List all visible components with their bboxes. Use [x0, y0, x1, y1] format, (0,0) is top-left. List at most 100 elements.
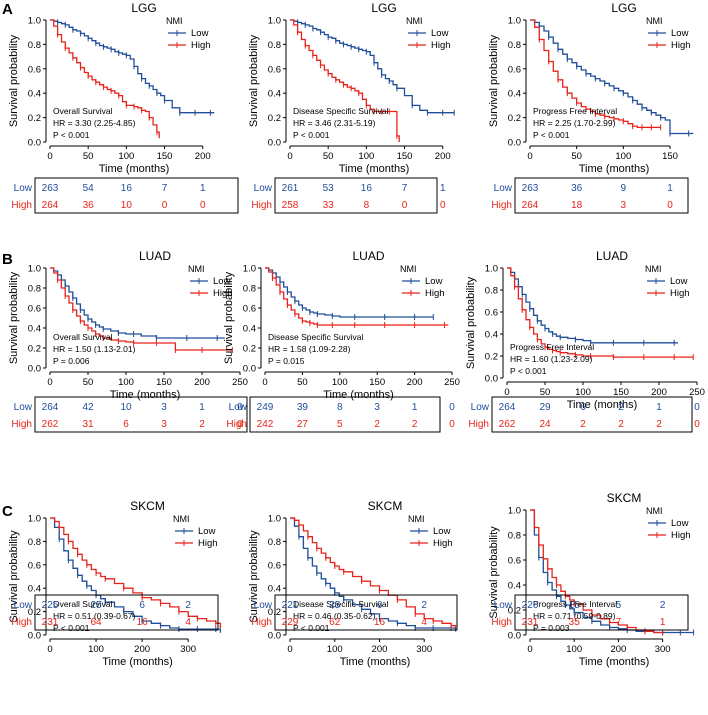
risk-table-cell: 263	[522, 183, 539, 194]
annotation-line: HR = 1.50 (1.13-2.01)	[53, 344, 136, 354]
annotation-line: Overall Survival	[53, 332, 113, 342]
risk-table-cell: 10	[120, 402, 132, 413]
y-axis-label: Survival probability	[248, 530, 260, 623]
y-tick-label: 0.0	[28, 631, 41, 642]
risk-table-cell: 16	[361, 183, 373, 194]
x-tick-label: 200	[195, 151, 211, 162]
risk-table-cell: 5	[616, 600, 622, 611]
risk-table-cell: 53	[323, 183, 335, 194]
km-panel: LGG 0.0 0.2 0.4 0.6 0.8 1.0 0 50 100 150 Time (mont…	[488, 1, 694, 214]
annotation-line: P < 0.001	[293, 623, 330, 633]
x-axis-label: Time (months)	[323, 389, 394, 401]
risk-table-row-label-low: Low	[254, 600, 273, 611]
risk-table-cell: 0	[449, 402, 455, 413]
y-tick-label: 0.8	[243, 284, 256, 295]
risk-table-cell: 2	[199, 419, 205, 430]
panel-title: SKCM	[607, 491, 642, 505]
x-tick-label: 200	[610, 644, 626, 655]
risk-table-cell: 33	[323, 200, 335, 211]
km-panel: SKCM 0.0 0.2 0.4 0.6 0.8 1.0 0 100 200 300 Time (mo…	[8, 499, 222, 668]
annotation-line: P = 0.003	[533, 623, 570, 633]
risk-table-row-label-high: High	[251, 200, 272, 211]
risk-table-cell: 7	[402, 183, 408, 194]
risk-table-cell: 8	[337, 402, 343, 413]
risk-table-cell: 231	[42, 617, 59, 628]
legend-label-low: Low	[433, 526, 451, 537]
x-tick-label: 0	[287, 644, 292, 655]
y-tick-label: 0.4	[28, 89, 41, 100]
risk-table-cell: 2	[421, 600, 427, 611]
km-panel: SKCM 0.0 0.2 0.4 0.6 0.8 1.0 0 100 200 300 Time (mo…	[488, 491, 695, 668]
survival-curve-high	[50, 267, 233, 351]
legend-title: NMI	[646, 16, 663, 26]
x-axis-label: Time (months)	[567, 399, 638, 411]
y-tick-label: 0.6	[268, 560, 281, 571]
y-tick-label: 0.4	[508, 581, 521, 592]
x-tick-label: 100	[358, 151, 374, 162]
legend-label-high: High	[191, 40, 211, 51]
annotation-line: Progress Free Interval	[533, 106, 617, 116]
x-axis-label: Time (months)	[110, 389, 181, 401]
risk-table-cell: 6	[377, 600, 383, 611]
annotation-line: P < 0.001	[533, 130, 570, 140]
legend-label-high: High	[671, 530, 691, 541]
risk-table-row-label-low: Low	[494, 183, 513, 194]
legend-title: NMI	[166, 16, 183, 26]
x-tick-label: 0	[504, 387, 509, 398]
risk-table-cell: 262	[499, 419, 516, 430]
legend-title: NMI	[400, 264, 417, 274]
risk-table-row-label-low: Low	[494, 600, 513, 611]
survival-curve-high	[50, 19, 160, 139]
y-tick-label: 0.6	[485, 308, 498, 319]
annotation-line: HR = 0.46 (0.35-0.62)	[293, 611, 376, 621]
y-tick-label: 1.0	[508, 506, 521, 517]
y-tick-label: 0.0	[28, 138, 41, 149]
y-axis-label: Survival probability	[248, 34, 260, 127]
y-tick-label: 0.2	[28, 113, 41, 124]
survival-curve-high	[530, 19, 661, 129]
y-tick-label: 0.0	[485, 374, 498, 385]
risk-table-cell: 263	[42, 183, 59, 194]
y-tick-label: 0.4	[28, 584, 41, 595]
legend-title: NMI	[173, 514, 190, 524]
risk-table-cell: 0	[449, 419, 455, 430]
x-tick-label: 100	[566, 644, 582, 655]
legend-label-low: Low	[671, 28, 689, 39]
risk-table-cell: 1	[440, 183, 446, 194]
y-tick-label: 1.0	[508, 16, 521, 27]
risk-table-box	[274, 177, 438, 214]
risk-table-cell: 0	[237, 419, 243, 430]
x-tick-label: 300	[180, 644, 196, 655]
x-tick-label: 100	[575, 387, 591, 398]
y-tick-label: 1.0	[28, 264, 41, 275]
risk-table-cell: 10	[121, 200, 133, 211]
risk-table-box	[34, 594, 219, 631]
risk-table-cell: 29	[539, 402, 551, 413]
risk-table-row-label-high: High	[468, 419, 489, 430]
survival-curve-high	[507, 267, 694, 358]
y-tick-label: 0.8	[28, 40, 41, 51]
risk-table-box	[249, 396, 441, 433]
x-tick-label: 300	[655, 644, 671, 655]
legend-title: NMI	[406, 16, 423, 26]
x-tick-label: 150	[397, 151, 413, 162]
risk-table-cell: 27	[297, 419, 309, 430]
x-tick-label: 150	[662, 151, 678, 162]
risk-table-cell: 6	[580, 402, 586, 413]
risk-table-cell: 7	[162, 183, 168, 194]
risk-table-row-label-high: High	[11, 200, 32, 211]
x-axis-label: Time (months)	[579, 163, 650, 175]
annotation-line: P < 0.001	[53, 623, 90, 633]
survival-curve-low	[265, 267, 434, 318]
y-tick-label: 0.4	[485, 330, 498, 341]
x-tick-label: 100	[118, 151, 134, 162]
annotation-line: Progress Free Interval	[533, 599, 617, 609]
annotation-line: Disease Specific Survival	[268, 332, 364, 342]
x-tick-label: 250	[232, 377, 248, 388]
risk-table-cell: 3	[161, 402, 167, 413]
y-tick-label: 0.8	[28, 284, 41, 295]
panel-title: LUAD	[352, 249, 384, 263]
legend-label-high: High	[433, 538, 453, 549]
